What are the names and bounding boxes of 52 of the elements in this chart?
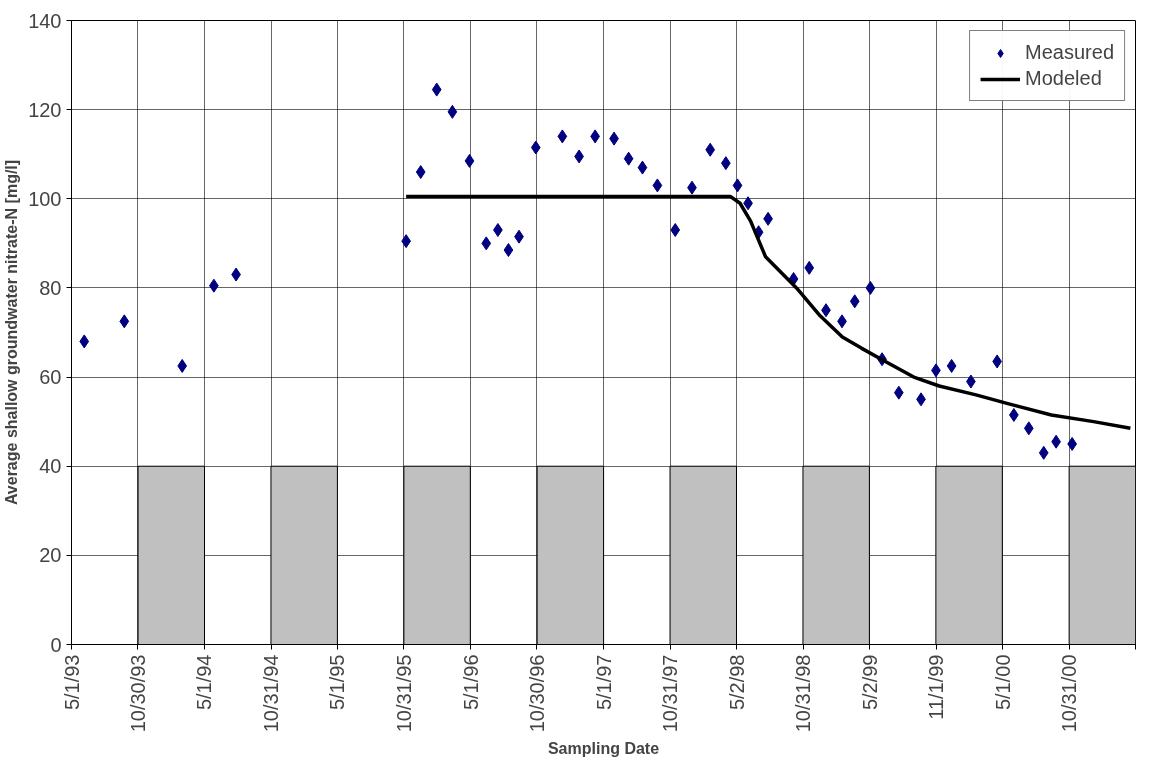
y-tick-label: 60: [39, 366, 62, 389]
point: [447, 104, 458, 119]
point: [464, 153, 475, 168]
point: [1038, 445, 1049, 460]
x-tick-label: 5/1/96: [459, 654, 482, 711]
y-tick-label: 20: [39, 544, 62, 567]
point: [623, 151, 634, 166]
point: [481, 236, 492, 251]
y-tick-label: 140: [28, 9, 62, 32]
point: [652, 178, 663, 193]
x-tick-label: 5/1/00: [991, 654, 1014, 711]
point: [732, 178, 743, 193]
y-tick-label: 120: [28, 98, 62, 121]
point: [670, 222, 681, 237]
point: [865, 280, 876, 295]
x-tick-label: 10/31/98: [792, 654, 815, 733]
y-axis-title: Average shallow groundwater nitrate-N [mg/l]: [3, 159, 21, 506]
y-tick-label: 80: [39, 276, 62, 299]
x-axis-title: Sampling Date: [547, 740, 660, 758]
x-tick-label: 11/1/99: [925, 654, 948, 720]
point: [79, 334, 90, 349]
y-tick-label: 0: [50, 633, 62, 656]
point: [849, 294, 860, 309]
legend-label: Modeled: [1025, 67, 1102, 90]
x-tick-label: 10/31/97: [659, 654, 682, 733]
point: [530, 140, 541, 155]
point: [557, 129, 568, 144]
point: [119, 314, 130, 329]
y-tick-label: 100: [28, 187, 62, 210]
point: [705, 142, 716, 157]
x-tick-label: 10/31/00: [1058, 654, 1081, 733]
x-tick-label: 10/30/93: [126, 654, 149, 733]
point: [946, 358, 957, 373]
x-tick-label: 5/1/95: [326, 654, 349, 711]
x-tick-label: 5/1/93: [60, 654, 83, 711]
x-tick-label: 5/2/99: [858, 654, 881, 711]
point: [893, 385, 904, 400]
x-tick-label: 5/2/98: [725, 654, 748, 711]
point: [804, 260, 815, 275]
x-tick-label: 5/1/94: [193, 654, 216, 711]
point: [637, 160, 648, 175]
point: [177, 358, 188, 373]
point: [415, 165, 426, 180]
x-tick-label: 10/30/96: [525, 654, 548, 733]
point: [1023, 421, 1034, 436]
point: [431, 82, 442, 97]
y-tick-label: 40: [39, 455, 62, 478]
point: [503, 243, 514, 258]
legend-label: Measured: [1025, 41, 1114, 64]
x-tick-label: 10/31/95: [392, 654, 415, 733]
x-tick-label: 10/31/94: [260, 654, 283, 733]
x-tick-label: 5/1/97: [592, 654, 615, 711]
